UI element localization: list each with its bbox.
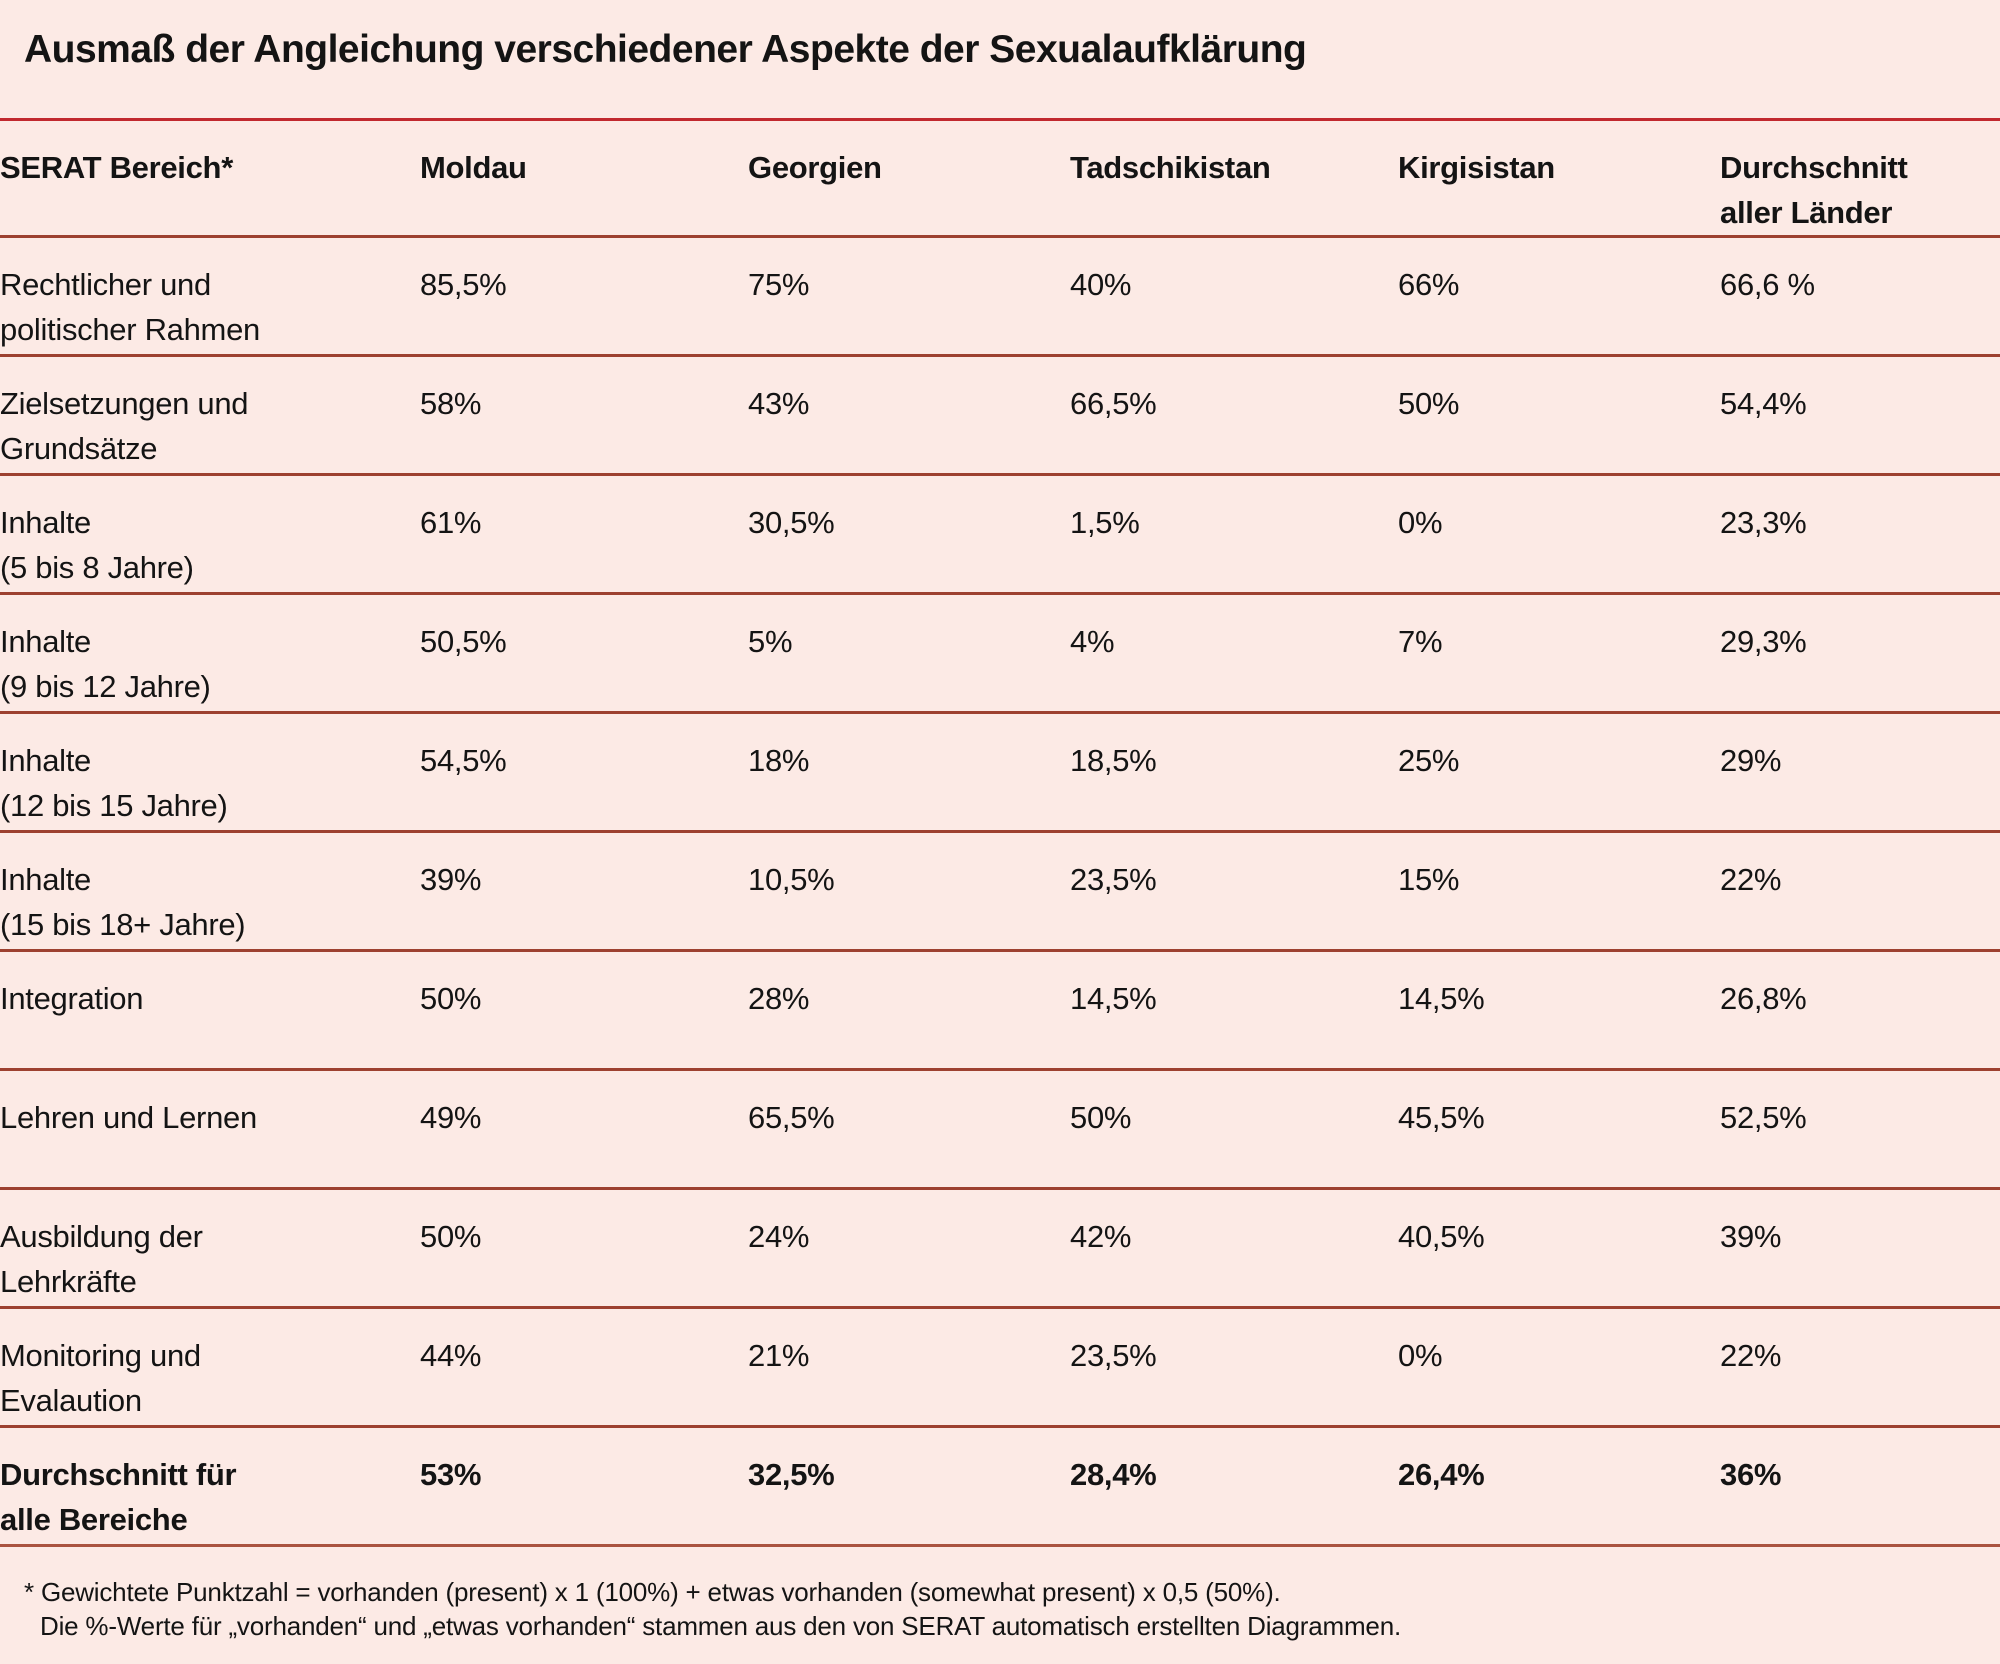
cell-kirgisistan: 15%	[1398, 862, 1460, 897]
cell-kirgisistan: 7%	[1398, 624, 1443, 659]
table-row: Integration 50% 28% 14,5% 14,5% 26,8%	[0, 951, 2000, 1070]
table-row: Rechtlicher und politischer Rahmen 85,5%…	[0, 237, 2000, 356]
table-row: Ausbildung der Lehrkräfte 50% 24% 42% 40…	[0, 1189, 2000, 1308]
cell-georgien: 65,5%	[748, 1100, 835, 1135]
cell-durchschnitt: 23,3%	[1720, 505, 1807, 540]
cell-moldau: 53%	[420, 1457, 482, 1492]
table-row: Monitoring und Evalaution 44% 21% 23,5% …	[0, 1308, 2000, 1427]
cell-moldau: 50%	[420, 981, 482, 1016]
cell-moldau: 54,5%	[420, 743, 507, 778]
cell-georgien: 30,5%	[748, 505, 835, 540]
column-header-kirgisistan: Kirgisistan	[1398, 150, 1555, 185]
cell-georgien: 10,5%	[748, 862, 835, 897]
cell-durchschnitt: 26,8%	[1720, 981, 1807, 1016]
cell-tadschikistan: 14,5%	[1070, 981, 1157, 1016]
cell-georgien: 24%	[748, 1219, 810, 1254]
cell-georgien: 28%	[748, 981, 810, 1016]
row-label: Inhalte (15 bis 18+ Jahre)	[0, 862, 246, 942]
cell-kirgisistan: 14,5%	[1398, 981, 1485, 1016]
table-row: Inhalte (5 bis 8 Jahre) 61% 30,5% 1,5% 0…	[0, 475, 2000, 594]
table-row: Lehren und Lernen 49% 65,5% 50% 45,5% 52…	[0, 1070, 2000, 1189]
cell-moldau: 85,5%	[420, 267, 507, 302]
cell-tadschikistan: 18,5%	[1070, 743, 1157, 778]
cell-georgien: 21%	[748, 1338, 810, 1373]
table-row: Zielsetzungen und Grundsätze 58% 43% 66,…	[0, 356, 2000, 475]
cell-kirgisistan: 45,5%	[1398, 1100, 1485, 1135]
cell-tadschikistan: 40%	[1070, 267, 1132, 302]
row-label: Inhalte (12 bis 15 Jahre)	[0, 743, 228, 823]
cell-kirgisistan: 40,5%	[1398, 1219, 1485, 1254]
cell-moldau: 50%	[420, 1219, 482, 1254]
cell-georgien: 5%	[748, 624, 793, 659]
cell-durchschnitt: 29%	[1720, 743, 1782, 778]
cell-moldau: 61%	[420, 505, 482, 540]
row-label: Lehren und Lernen	[0, 1100, 257, 1135]
cell-georgien: 18%	[748, 743, 810, 778]
row-label: Ausbildung der Lehrkräfte	[0, 1219, 203, 1299]
column-header-durchschnitt: Durchschnitt aller Länder	[1720, 150, 1908, 230]
cell-moldau: 39%	[420, 862, 482, 897]
cell-tadschikistan: 23,5%	[1070, 862, 1157, 897]
cell-durchschnitt: 36%	[1720, 1457, 1782, 1492]
cell-durchschnitt: 52,5%	[1720, 1100, 1807, 1135]
cell-kirgisistan: 0%	[1398, 505, 1443, 540]
cell-durchschnitt: 22%	[1720, 862, 1782, 897]
data-table: SERAT Bereich* Moldau Georgien Tadschiki…	[0, 118, 2000, 1547]
cell-moldau: 49%	[420, 1100, 482, 1135]
footnote: * Gewichtete Punktzahl = vorhanden (pres…	[0, 1547, 2000, 1643]
cell-tadschikistan: 28,4%	[1070, 1457, 1157, 1492]
cell-tadschikistan: 50%	[1070, 1100, 1132, 1135]
table-row: Inhalte (9 bis 12 Jahre) 50,5% 5% 4% 7% …	[0, 594, 2000, 713]
cell-moldau: 44%	[420, 1338, 482, 1373]
cell-tadschikistan: 23,5%	[1070, 1338, 1157, 1373]
cell-kirgisistan: 0%	[1398, 1338, 1443, 1373]
cell-tadschikistan: 42%	[1070, 1219, 1132, 1254]
cell-moldau: 50,5%	[420, 624, 507, 659]
column-header-moldau: Moldau	[420, 150, 527, 185]
cell-moldau: 58%	[420, 386, 482, 421]
cell-georgien: 32,5%	[748, 1457, 835, 1492]
page-title: Ausmaß der Angleichung verschiedener Asp…	[24, 28, 1307, 71]
footnote-line-2: Die %-Werte für „vorhanden“ und „etwas v…	[40, 1611, 1401, 1641]
row-label: Inhalte (5 bis 8 Jahre)	[0, 505, 194, 585]
cell-kirgisistan: 66%	[1398, 267, 1460, 302]
row-label: Zielsetzungen und Grundsätze	[0, 386, 249, 466]
cell-kirgisistan: 50%	[1398, 386, 1460, 421]
row-label: Durchschnitt für alle Bereiche	[0, 1457, 237, 1537]
cell-durchschnitt: 54,4%	[1720, 386, 1807, 421]
table-row: Inhalte (15 bis 18+ Jahre) 39% 10,5% 23,…	[0, 832, 2000, 951]
cell-kirgisistan: 25%	[1398, 743, 1460, 778]
cell-tadschikistan: 66,5%	[1070, 386, 1157, 421]
cell-tadschikistan: 1,5%	[1070, 505, 1140, 540]
column-header-tadschikistan: Tadschikistan	[1070, 150, 1271, 185]
cell-kirgisistan: 26,4%	[1398, 1457, 1485, 1492]
cell-durchschnitt: 29,3%	[1720, 624, 1807, 659]
footnote-line-1: * Gewichtete Punktzahl = vorhanden (pres…	[24, 1577, 1281, 1607]
cell-durchschnitt: 66,6 %	[1720, 267, 1815, 302]
cell-georgien: 75%	[748, 267, 810, 302]
column-header-serat-bereich: SERAT Bereich*	[0, 150, 233, 185]
row-label: Monitoring und Evalaution	[0, 1338, 201, 1418]
cell-durchschnitt: 22%	[1720, 1338, 1782, 1373]
cell-tadschikistan: 4%	[1070, 624, 1115, 659]
row-label: Rechtlicher und politischer Rahmen	[0, 267, 260, 347]
cell-durchschnitt: 39%	[1720, 1219, 1782, 1254]
cell-georgien: 43%	[748, 386, 810, 421]
header-row: SERAT Bereich* Moldau Georgien Tadschiki…	[0, 119, 2000, 237]
table-row-summary: Durchschnitt für alle Bereiche 53% 32,5%…	[0, 1427, 2000, 1546]
row-label: Inhalte (9 bis 12 Jahre)	[0, 624, 211, 704]
column-header-georgien: Georgien	[748, 150, 882, 185]
table-row: Inhalte (12 bis 15 Jahre) 54,5% 18% 18,5…	[0, 713, 2000, 832]
row-label: Integration	[0, 981, 144, 1016]
